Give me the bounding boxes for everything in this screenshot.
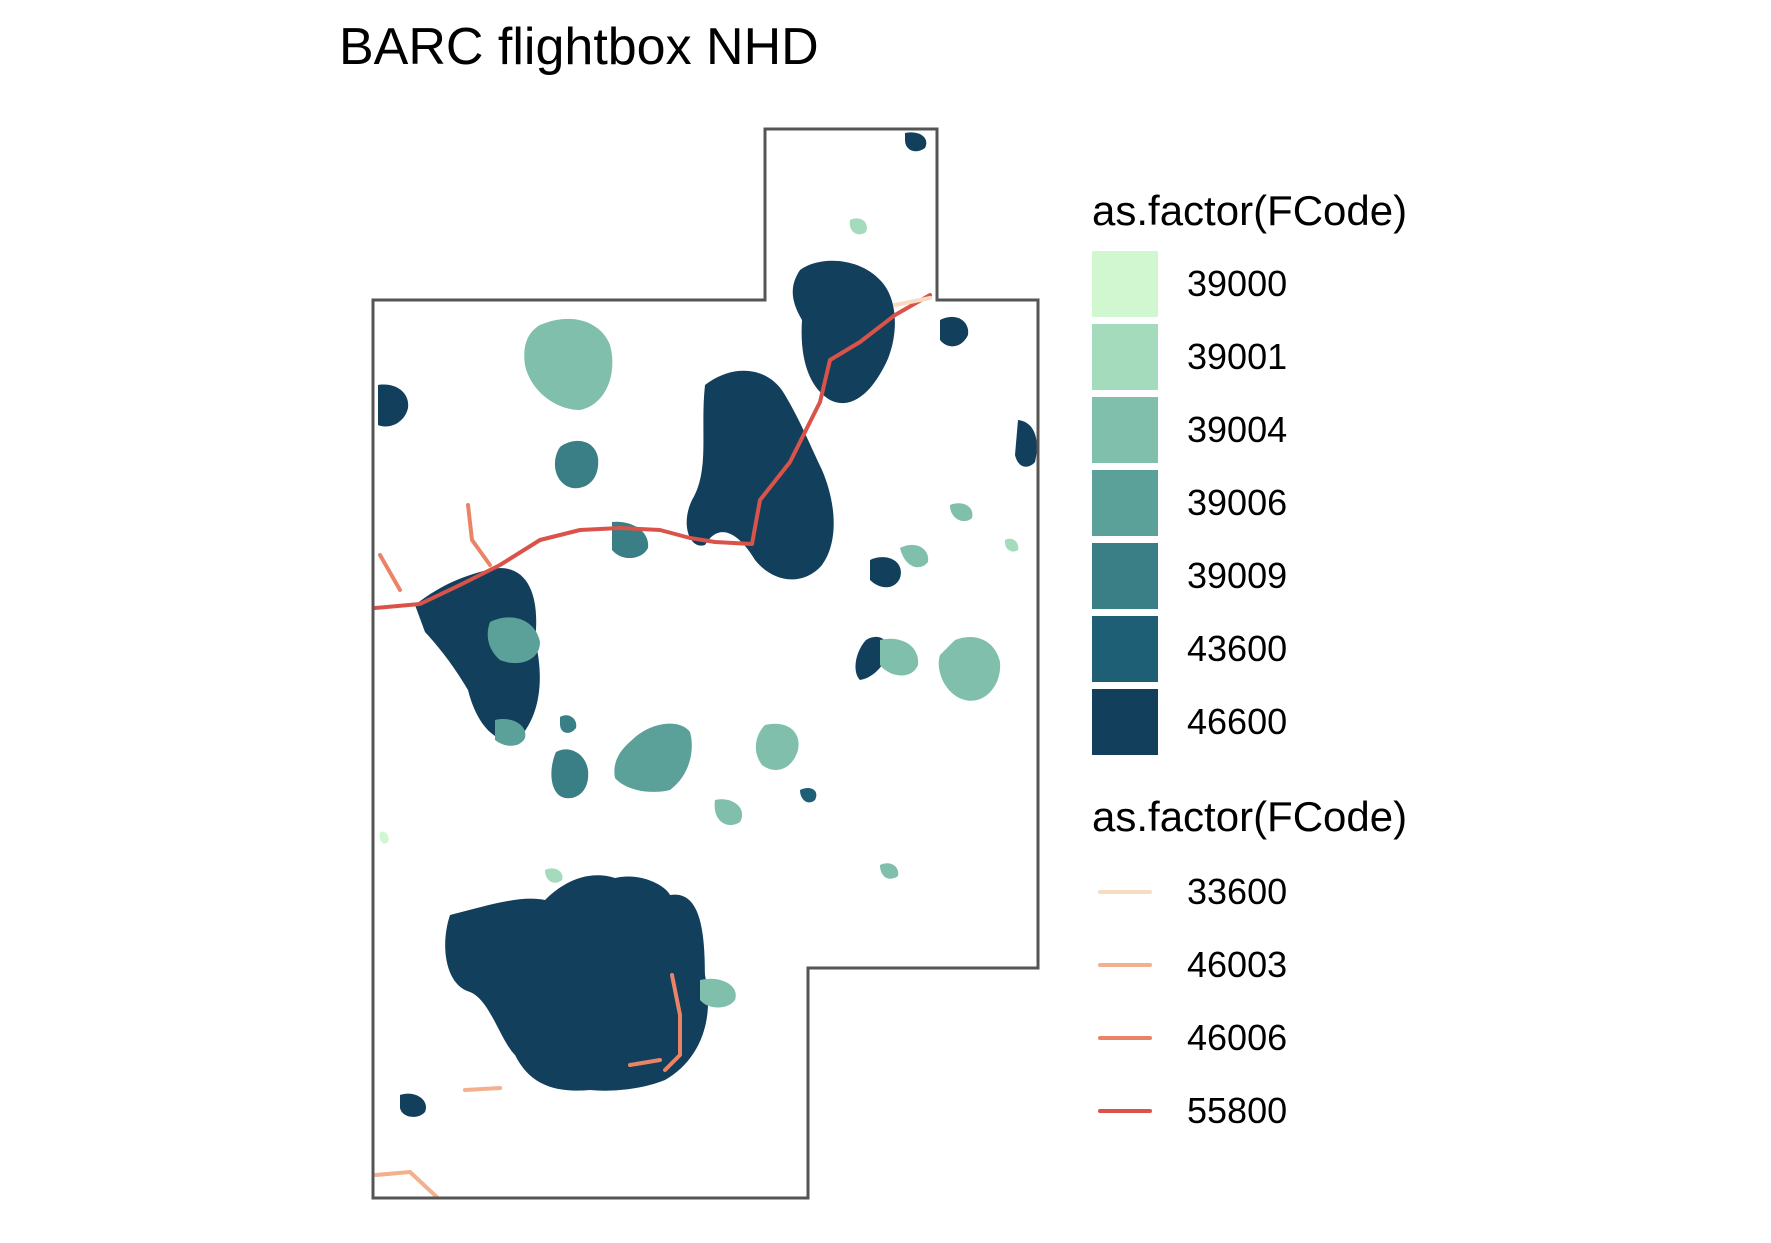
fcode-39001-polygons (545, 218, 1019, 883)
legend-line-label: 55800 (1187, 1090, 1288, 1131)
fcode-46600-polygons (378, 132, 1037, 1117)
legend-line-key (1098, 1036, 1152, 1040)
legend-fill-label: 39009 (1187, 555, 1288, 596)
legend-line-title: as.factor(FCode) (1092, 793, 1408, 840)
fcode-39000-polygons (379, 831, 389, 844)
flightbox-boundary (371, 127, 1040, 1200)
legend-swatch (1092, 397, 1158, 463)
legend-fill-label: 39000 (1187, 263, 1288, 304)
legend-fill-label: 39001 (1187, 336, 1288, 377)
legend-line-label: 46003 (1187, 944, 1288, 985)
flowline-55800 (373, 293, 932, 610)
legend-line-label: 46006 (1187, 1017, 1288, 1058)
legend-line-key (1098, 1109, 1152, 1113)
fcode-43600-polygons (800, 788, 817, 803)
legend-swatch (1092, 251, 1158, 317)
legend-swatch (1092, 689, 1158, 755)
legend-fill-label: 39004 (1187, 409, 1288, 450)
map-title: BARC flightbox NHD (339, 18, 819, 76)
legend-swatch (1092, 616, 1158, 682)
flowline-46003 (374, 1086, 502, 1198)
legend-line-key (1098, 890, 1152, 894)
legend-swatch (1092, 470, 1158, 536)
legend-fill-label: 39006 (1187, 482, 1288, 523)
legend-swatch (1092, 543, 1158, 609)
flowline-46006 (378, 503, 682, 1072)
legend-swatch (1092, 324, 1158, 390)
fcode-39004-polygons (524, 318, 1001, 1008)
legend-fill-title: as.factor(FCode) (1092, 187, 1408, 234)
fcode-39006-polygons (487, 617, 692, 792)
legend-line-label: 33600 (1187, 871, 1288, 912)
legend-fill-label: 43600 (1187, 628, 1288, 669)
waterbody-layer (373, 132, 1037, 1198)
flowline-layer (373, 293, 932, 1198)
legend-fill-label: 46600 (1187, 701, 1288, 742)
fcode-39009-polygons (551, 440, 649, 799)
legend-line-key (1098, 963, 1152, 967)
flowline-33600 (893, 296, 932, 307)
